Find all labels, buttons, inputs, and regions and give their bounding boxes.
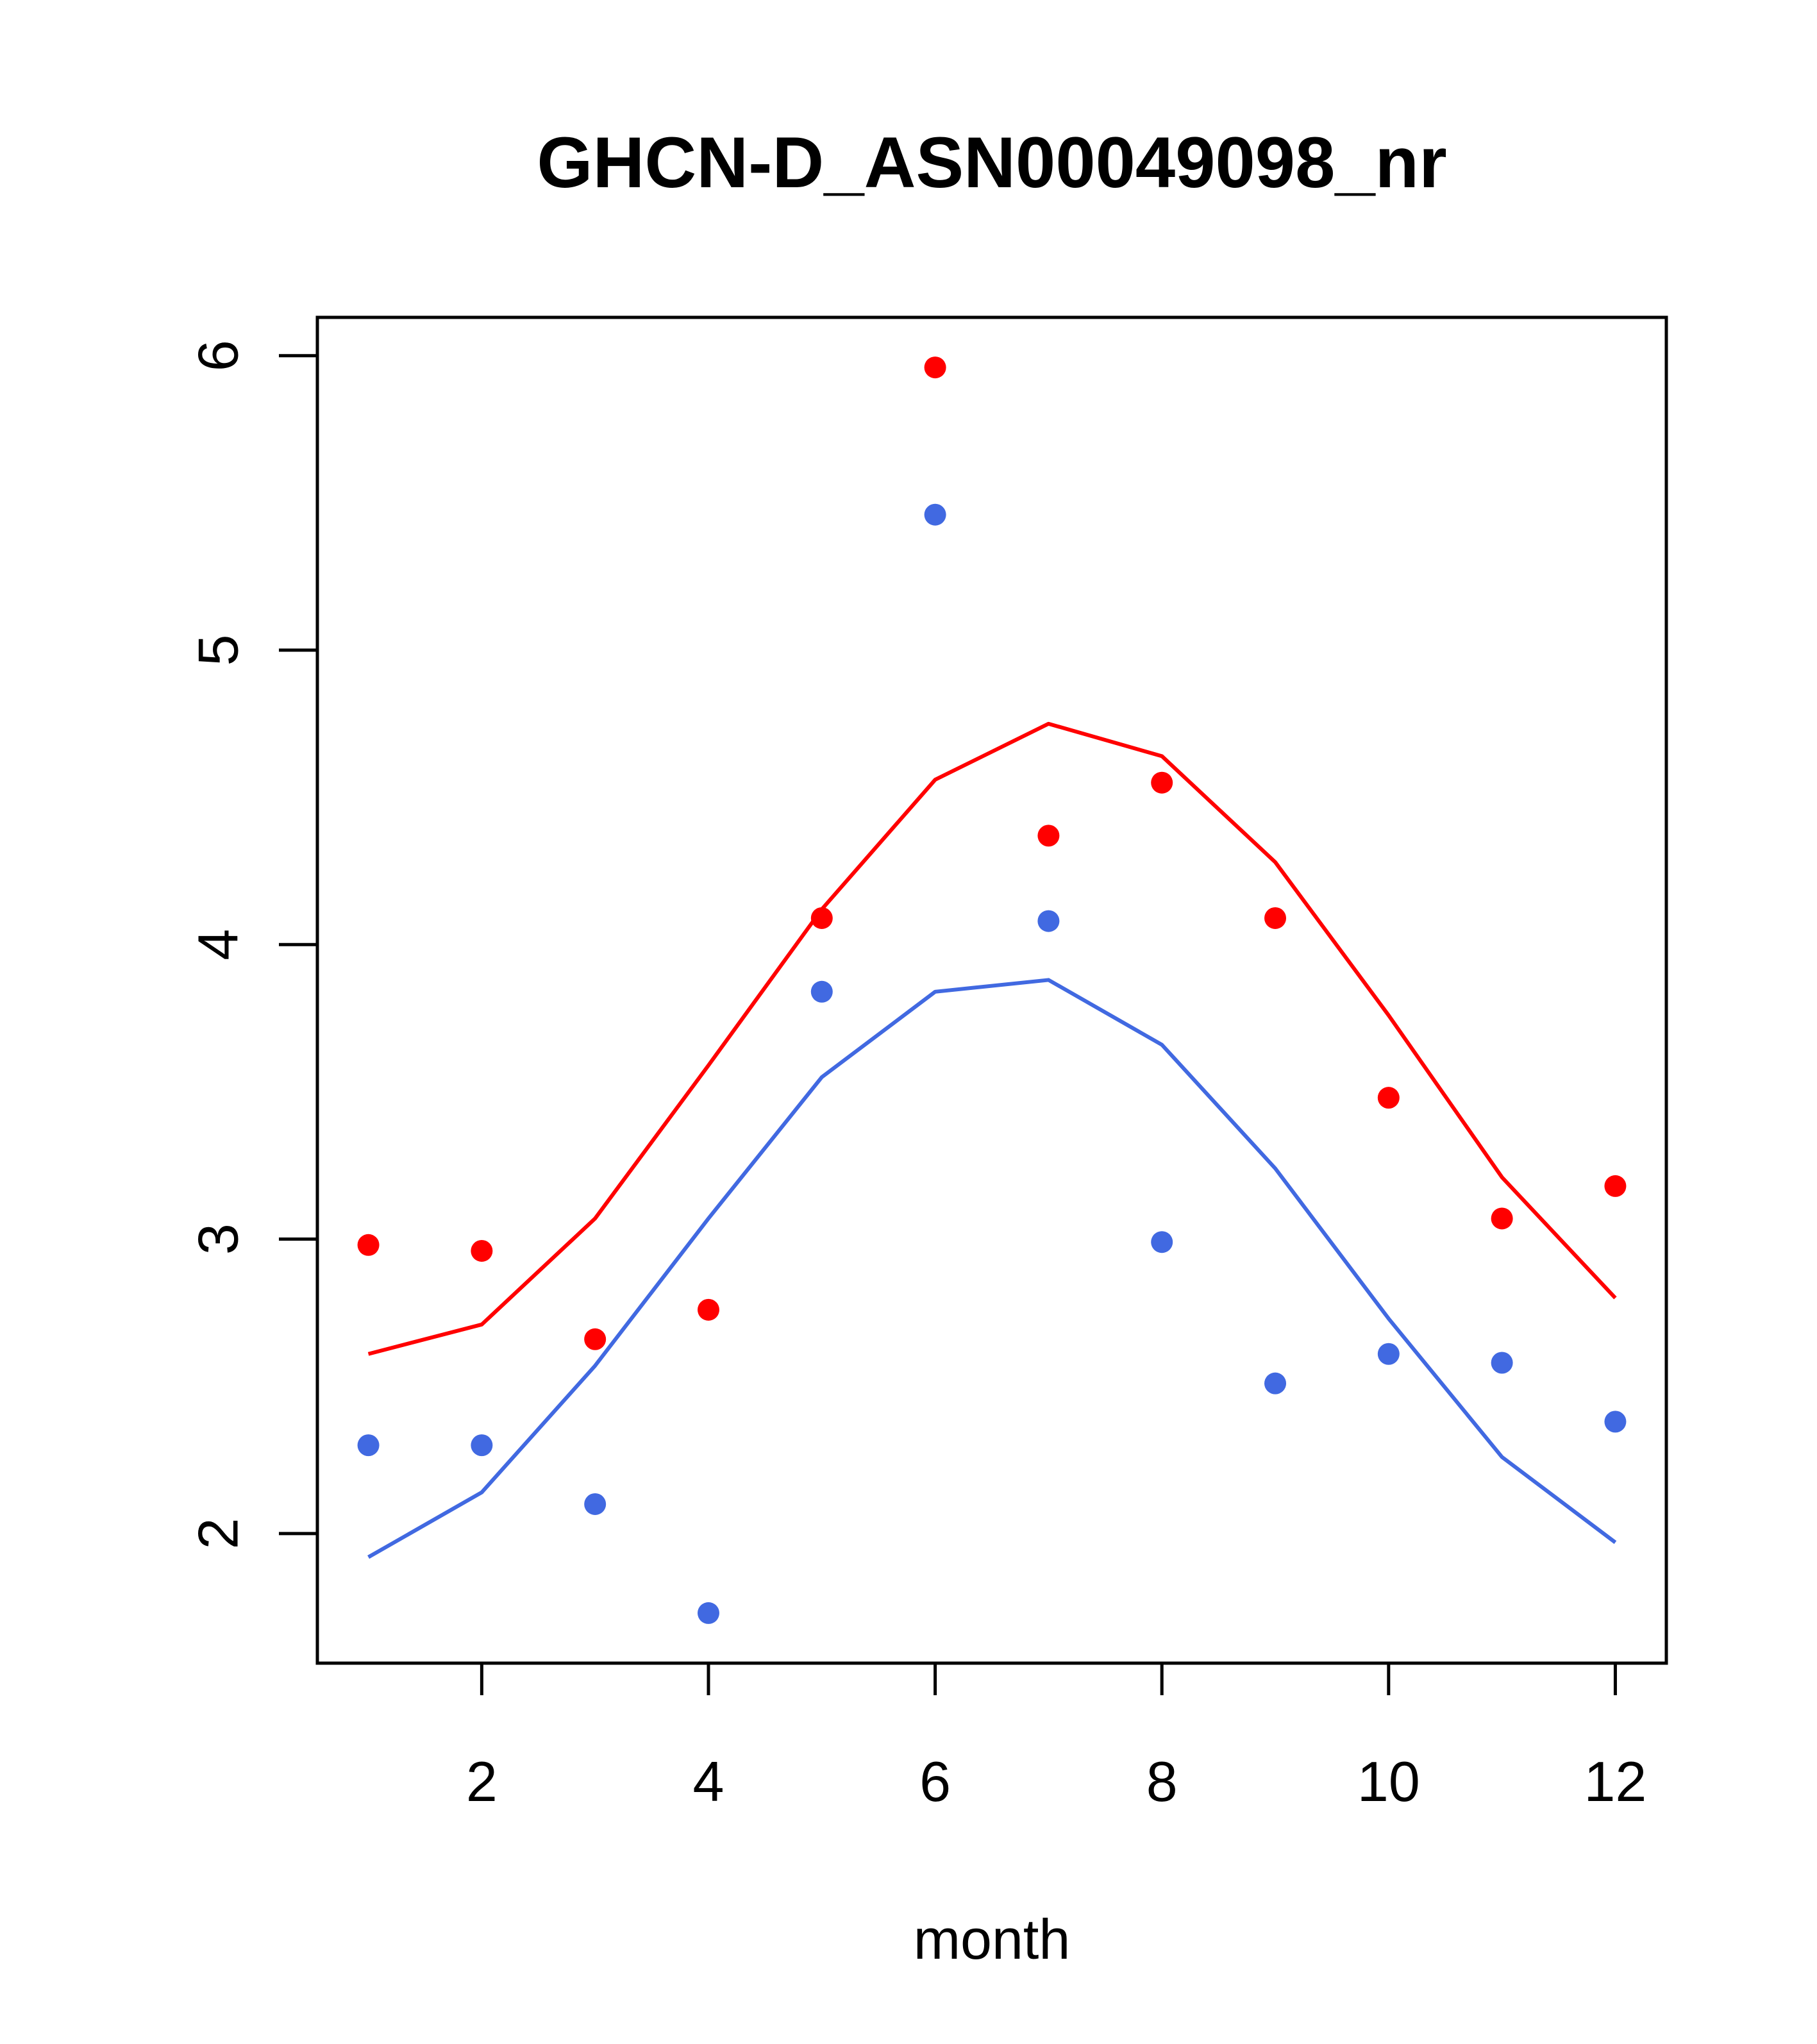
series-1-point — [1151, 771, 1173, 794]
series-1-line — [367, 721, 1617, 1356]
y-tick-label: 2 — [187, 1518, 250, 1549]
series-1-point — [1377, 1087, 1400, 1109]
series-1-point — [1264, 907, 1287, 929]
series-2-point — [1264, 1372, 1287, 1395]
y-tick-label: 3 — [187, 1223, 250, 1255]
series-2-point — [584, 1493, 607, 1515]
x-axis-label: month — [914, 1907, 1071, 1971]
chart-title: GHCN-D_ASN00049098_nr — [537, 122, 1446, 203]
x-tick-label: 4 — [693, 1750, 724, 1813]
series-2-line — [367, 978, 1617, 1559]
series-2-point — [357, 1434, 380, 1457]
series-layer — [357, 356, 1627, 1624]
series-2-point — [1604, 1411, 1627, 1433]
x-axis: 2 4 6 8 10 12 — [466, 1663, 1646, 1813]
series-1-point — [697, 1298, 719, 1321]
series-2-point — [1377, 1343, 1400, 1365]
series-2-point — [1491, 1352, 1513, 1374]
series-2 — [357, 503, 1627, 1624]
series-1-point — [584, 1328, 607, 1350]
series-1-point — [1604, 1175, 1627, 1197]
series-2-point — [1037, 910, 1060, 932]
y-tick-label: 6 — [187, 340, 250, 371]
series-1-point — [471, 1239, 493, 1262]
x-tick-label: 10 — [1357, 1750, 1420, 1813]
series-2-point — [1151, 1231, 1173, 1253]
series-1-point — [1491, 1207, 1513, 1230]
x-tick-label: 12 — [1584, 1750, 1646, 1813]
y-tick-label: 4 — [187, 929, 250, 960]
series-1-point — [810, 907, 833, 929]
y-tick-label: 5 — [187, 635, 250, 666]
x-tick-label: 8 — [1146, 1750, 1178, 1813]
series-2-point — [810, 980, 833, 1003]
series-2-point — [697, 1602, 719, 1624]
series-2-point — [471, 1434, 493, 1457]
series-1-point — [1037, 825, 1060, 847]
x-tick-label: 2 — [466, 1750, 498, 1813]
series-1-point — [924, 356, 946, 379]
x-tick-label: 6 — [919, 1750, 951, 1813]
y-axis: 2 3 4 5 6 — [187, 340, 317, 1549]
series-1-point — [357, 1234, 380, 1256]
plot-frame — [315, 315, 1668, 1665]
series-2-point — [924, 503, 946, 526]
series-1 — [357, 356, 1627, 1356]
